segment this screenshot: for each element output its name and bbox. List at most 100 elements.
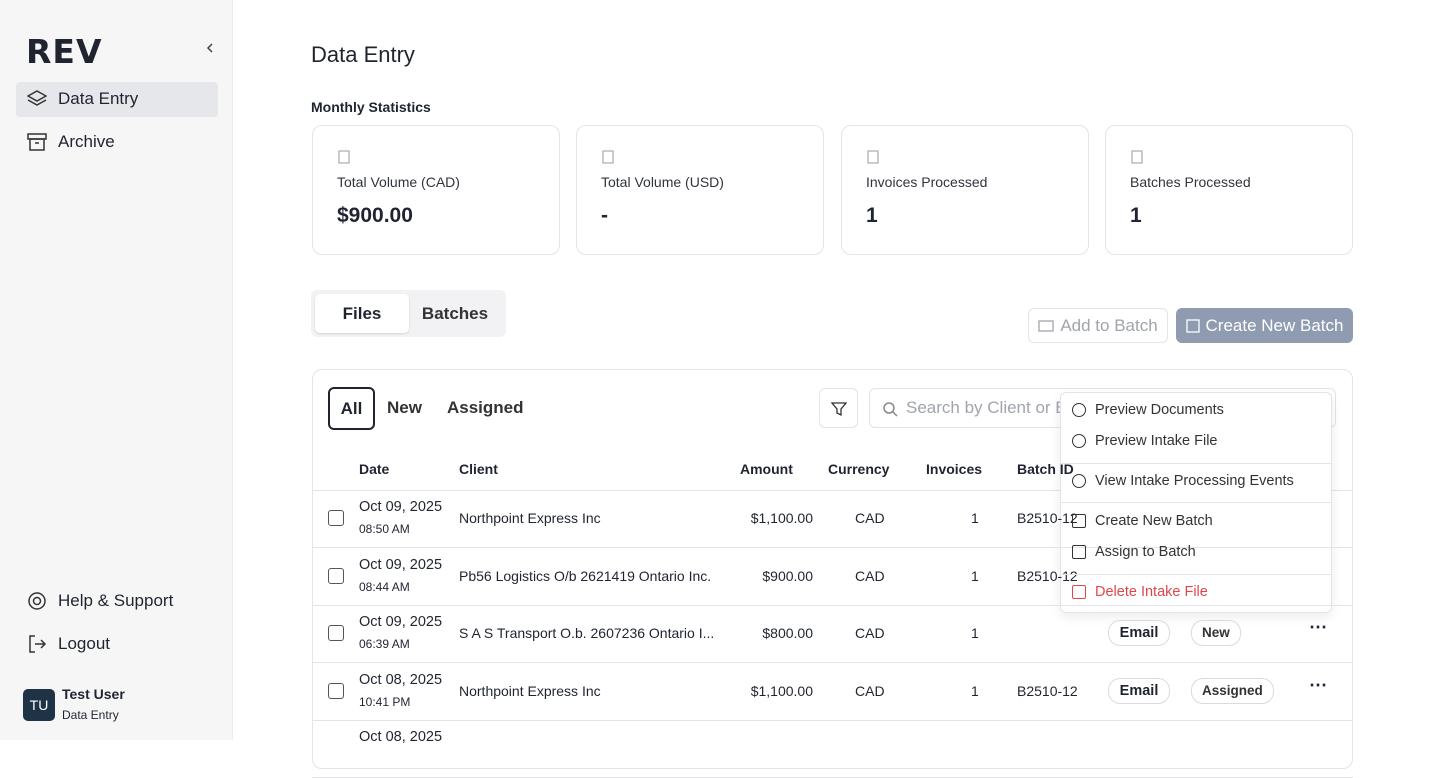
placeholder: Search by Client or Batch [906,398,1099,417]
menu-item[interactable]: Preview Documents [1095,402,1224,418]
page: REV Data Entry Archive Help & Support Lo… [0,0,1353,778]
stat-label: Invoices Processed [866,174,988,190]
stat-card: Total Volume (USD) - [576,125,824,255]
menu-item[interactable]: View Intake Processing Events [1095,473,1294,489]
client: Northpoint Express Inc [459,682,601,699]
icon [1131,150,1143,164]
menu-icon [1072,474,1086,488]
amount: $1,100.00 [750,510,813,526]
column-header[interactable]: Invoices [926,461,983,477]
nav-item[interactable]: Logout [58,634,110,653]
invoices: 1 [971,510,979,526]
sidebar: REV Data Entry Archive Help & Support Lo… [0,0,233,740]
filter[interactable]: New [387,398,422,417]
create-batch[interactable]: Create New Batch [1176,308,1353,343]
batch: B2510-12 [1017,682,1078,699]
tab[interactable]: Batches [421,304,489,323]
icon [602,150,614,164]
nav-active[interactable] [16,82,218,117]
stat-card: Batches Processed 1 [1105,125,1353,255]
icon [27,133,47,151]
date: Oct 09, 2025 [359,556,443,573]
date: Oct 08, 2025 [359,729,443,745]
nav-item[interactable]: Archive [58,132,115,151]
time: 08:50 AM [359,522,410,536]
column-header[interactable]: Currency [828,461,890,477]
column-header[interactable]: Client [459,461,498,477]
menu-item[interactable]: Preview Intake File [1095,433,1218,449]
row-menu[interactable]: ⋯ [1309,617,1327,637]
column-header[interactable]: Date [359,461,390,477]
amount: $800.00 [762,625,813,641]
invoices: 1 [971,625,979,641]
avatar: TU [23,689,55,721]
page-title: Data Entry [311,42,415,67]
column-header[interactable]: Batch ID [1017,461,1074,477]
checkbox[interactable] [328,682,344,699]
add-to-batch[interactable]: Add to Batch [1028,308,1168,343]
menu-divider [1061,574,1331,575]
client: Northpoint Express Inc [459,510,601,526]
checkbox[interactable] [328,625,344,641]
time: 06:39 AM [359,637,410,651]
batch: B2510-12 [1017,567,1078,584]
stat-label: Batches Processed [1130,174,1251,190]
source: Email [1108,620,1170,646]
tab[interactable]: Files [315,294,409,333]
time: 10:41 PM [359,694,411,709]
menu-divider [1061,502,1331,503]
user-name: Test User [62,686,125,702]
section-title: Monthly Statistics [311,99,431,115]
search[interactable]: Search by Client or Batch [869,388,1336,428]
filter[interactable]: All [328,387,375,430]
status: New [1191,620,1241,646]
currency: CAD [855,625,885,641]
stat-value: 1 [1130,204,1142,227]
currency: CAD [855,510,885,526]
row-divider [312,662,1353,663]
icon [27,90,47,106]
nav-item[interactable]: Help & Support [58,591,174,610]
checkbox[interactable] [328,567,344,584]
logo: REV [26,32,103,71]
menu-item[interactable]: Assign to Batch [1095,544,1196,560]
label: Add to Batch [1060,315,1158,335]
stat-value: 1 [866,204,878,227]
checkbox[interactable] [328,510,344,526]
invoices: 1 [971,567,979,584]
currency: CAD [855,567,885,584]
icon [29,635,47,653]
menu-divider [1061,463,1331,464]
invoices: 1 [971,682,979,699]
stat-label: Total Volume (USD) [601,174,724,190]
stat-value: - [601,204,608,227]
time: 08:44 AM [359,579,410,594]
icon [867,150,879,164]
stat-card: Total Volume (CAD) $900.00 [312,125,560,255]
menu-item[interactable]: Create New Batch [1095,513,1213,529]
filter[interactable]: Assigned [447,398,524,417]
menu-item[interactable]: Delete Intake File [1095,584,1208,600]
row-menu[interactable]: ⋯ [1309,674,1327,695]
collapse[interactable] [204,42,216,54]
amount: $1,100.00 [750,682,813,699]
stat-label: Total Volume (CAD) [337,174,460,190]
nav-item[interactable]: Data Entry [58,89,139,108]
status: Assigned [1191,677,1274,704]
date: Oct 09, 2025 [359,614,443,630]
menu-icon [1072,585,1086,599]
menu-icon [1072,403,1086,417]
row-divider [312,547,1353,548]
stat-card: Invoices Processed 1 [841,125,1089,255]
row-divider [312,604,1353,606]
client: S A S Transport O.b. 2607236 Ontario I..… [459,625,715,641]
filter-button[interactable] [819,388,858,428]
icon [28,592,46,610]
column-header[interactable]: Amount [740,461,793,477]
batch: B2510-12 [1017,510,1078,526]
user-role: Data Entry [62,708,119,722]
date: Oct 09, 2025 [359,499,443,515]
stat-value: $900.00 [337,204,413,227]
menu-icon [1072,545,1086,559]
menu-icon [1072,434,1086,448]
